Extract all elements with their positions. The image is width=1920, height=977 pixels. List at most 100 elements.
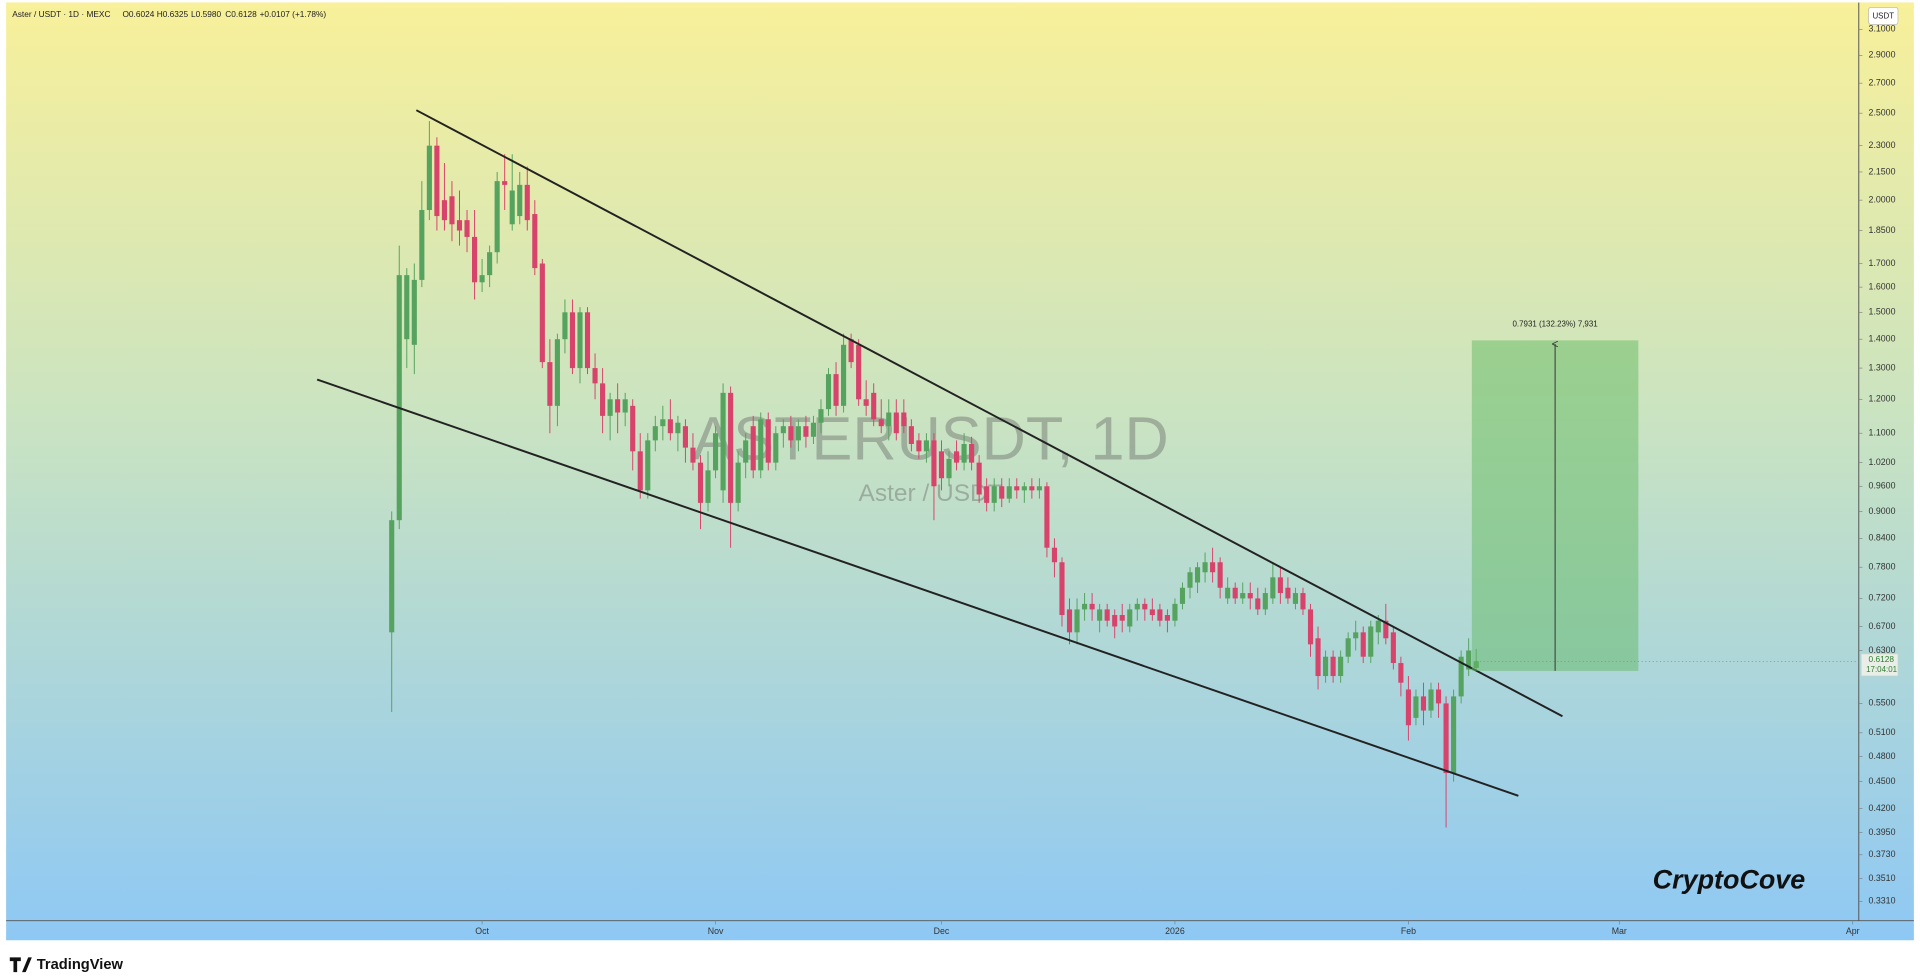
y-tick-label: 1.3000 bbox=[1869, 362, 1896, 372]
candle-body bbox=[1300, 593, 1306, 610]
candle-body bbox=[743, 440, 749, 463]
y-tick-label: 0.9000 bbox=[1869, 506, 1896, 516]
candle-body bbox=[697, 462, 704, 503]
candle-body bbox=[667, 419, 673, 434]
candle-body bbox=[1420, 696, 1427, 711]
y-tick-label: 1.2000 bbox=[1869, 394, 1896, 404]
candle-body bbox=[426, 145, 432, 211]
candle-body bbox=[1029, 486, 1035, 491]
candles bbox=[389, 121, 1479, 828]
y-tick-label: 0.4800 bbox=[1869, 751, 1896, 761]
candle-body bbox=[893, 412, 899, 434]
candle-body bbox=[494, 181, 500, 253]
candle-body bbox=[863, 399, 869, 406]
y-tick-label: 2.3000 bbox=[1869, 140, 1896, 150]
candle-body bbox=[818, 409, 824, 423]
candle-body bbox=[946, 458, 952, 479]
candle-body bbox=[1315, 638, 1321, 677]
candle-body bbox=[1036, 486, 1042, 491]
watermark-title: ASTERUSDT, 1D bbox=[692, 404, 1168, 472]
candle-body bbox=[562, 312, 568, 340]
candle-body bbox=[1112, 615, 1118, 627]
candle-body bbox=[1082, 603, 1088, 610]
brand-watermark: CryptoCove bbox=[1653, 865, 1806, 895]
candle-body bbox=[1119, 615, 1125, 621]
y-tick-label: 0.5100 bbox=[1869, 727, 1896, 737]
candle-body bbox=[682, 426, 688, 448]
candle-body bbox=[780, 426, 786, 434]
candle-body bbox=[1142, 603, 1148, 610]
candle-body bbox=[524, 184, 530, 221]
candle-body bbox=[441, 200, 447, 221]
candle-body bbox=[1428, 689, 1434, 711]
y-tick-label: 0.6700 bbox=[1869, 621, 1896, 631]
candle-body bbox=[1270, 577, 1276, 599]
candle-body bbox=[773, 433, 779, 463]
y-tick-label: 0.6300 bbox=[1869, 645, 1896, 655]
candle-body bbox=[1330, 656, 1336, 677]
candle-body bbox=[517, 184, 523, 217]
y-tick-label: 2.9000 bbox=[1869, 50, 1896, 60]
candle-body bbox=[411, 279, 417, 345]
candle-body bbox=[660, 419, 666, 427]
y-tick-label: 1.4000 bbox=[1869, 334, 1896, 344]
y-tick-label: 0.3510 bbox=[1869, 873, 1896, 883]
candle-body bbox=[961, 443, 967, 463]
low-label: L0.5980 bbox=[191, 9, 221, 19]
candle-body bbox=[1217, 562, 1223, 588]
y-tick-label: 1.6000 bbox=[1869, 281, 1896, 291]
candle-body bbox=[396, 275, 402, 521]
candle-body bbox=[1277, 577, 1283, 594]
candle-body bbox=[1232, 587, 1238, 599]
candle-body bbox=[1375, 620, 1381, 633]
candle-body bbox=[908, 426, 914, 444]
tradingview-logo: TradingView bbox=[9, 957, 124, 973]
y-tick-label: 1.8500 bbox=[1869, 225, 1896, 235]
header-legend: Aster / USDT · 1D · MEXC O0.6024 H0.6325… bbox=[12, 9, 326, 19]
candle-body bbox=[1172, 603, 1178, 621]
candle-body bbox=[1194, 567, 1201, 583]
candle-body bbox=[1443, 703, 1449, 774]
candle-body bbox=[923, 440, 929, 452]
candle-body bbox=[502, 181, 508, 185]
candle-body bbox=[600, 383, 606, 416]
candle-body bbox=[479, 275, 485, 283]
candle-body bbox=[404, 275, 410, 340]
candle-body bbox=[532, 214, 538, 269]
candle-body bbox=[607, 399, 613, 416]
candle-body bbox=[758, 419, 764, 471]
candle-body bbox=[916, 440, 922, 452]
candle-body bbox=[1187, 572, 1193, 588]
candle-body bbox=[1210, 562, 1216, 573]
currency-button[interactable] bbox=[1868, 6, 1899, 25]
candle-body bbox=[1435, 689, 1442, 704]
candle-body bbox=[1405, 689, 1411, 726]
candle-body bbox=[1338, 656, 1344, 677]
measure-label: 0.7931 (132.23%) 7,931 bbox=[1513, 320, 1599, 329]
candle-body bbox=[509, 190, 515, 225]
candle-body bbox=[615, 399, 621, 413]
candle-body bbox=[1149, 609, 1155, 616]
candle-body bbox=[938, 451, 945, 479]
candle-body bbox=[389, 520, 395, 633]
candle-body bbox=[1202, 562, 1208, 573]
candle-body bbox=[1458, 656, 1464, 697]
y-tick-label: 2.7000 bbox=[1869, 77, 1896, 87]
candle-body bbox=[434, 145, 440, 217]
candle-body bbox=[1247, 593, 1253, 599]
candle-body bbox=[690, 447, 696, 463]
x-tick-label: Dec bbox=[934, 926, 950, 936]
candle-body bbox=[1089, 603, 1095, 610]
candle-body bbox=[1127, 609, 1133, 627]
candle-body bbox=[1292, 593, 1299, 604]
candle-body bbox=[449, 196, 455, 225]
y-tick-label: 0.9600 bbox=[1869, 481, 1896, 491]
candle-body bbox=[1059, 562, 1065, 616]
candle-body bbox=[984, 486, 990, 503]
candle-body bbox=[569, 312, 576, 369]
candle-body bbox=[645, 440, 651, 491]
currency-label[interactable]: USDT bbox=[1872, 12, 1894, 21]
candle-body bbox=[795, 426, 801, 441]
y-tick-label: 0.4200 bbox=[1869, 803, 1896, 813]
candle-body bbox=[1104, 609, 1110, 621]
